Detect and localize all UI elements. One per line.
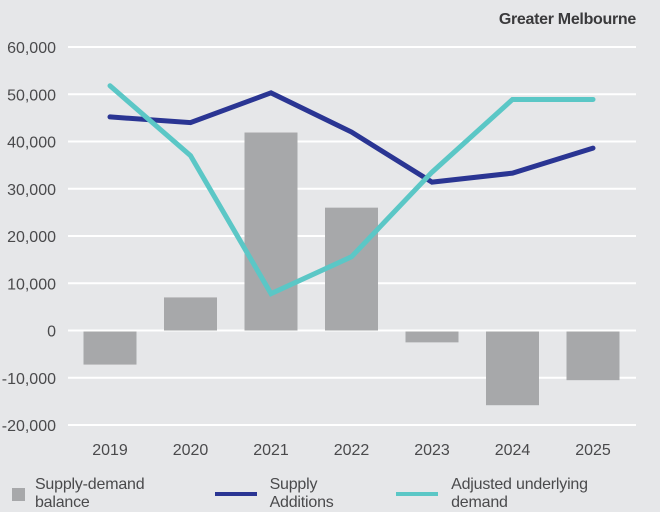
legend-item-supply-demand-balance: Supply-demand balance — [12, 476, 203, 512]
legend-label: Supply Additions — [270, 476, 385, 512]
y-tick-label: -10,000 — [2, 371, 56, 388]
y-tick-label: 50,000 — [7, 87, 56, 104]
bar-2025 — [567, 332, 620, 381]
y-tick-label: 0 — [47, 324, 56, 341]
bar-2020 — [164, 297, 217, 330]
chart-title: Greater Melbourne — [499, 11, 636, 29]
bar-2024 — [486, 332, 539, 406]
x-tick-label: 2020 — [173, 442, 209, 459]
line-supply-additions — [110, 93, 593, 182]
bar-2022 — [325, 208, 378, 331]
bar-2021 — [245, 133, 298, 331]
bar-2019 — [84, 332, 137, 365]
y-axis-ticks: 60,000 50,000 40,000 30,000 20,000 10,000 0 -10… — [2, 40, 56, 435]
legend-item-adjusted-underlying-demand: Adjusted underlying demand — [396, 476, 648, 512]
legend-label: Adjusted underlying demand — [451, 476, 648, 512]
y-tick-label: 20,000 — [7, 229, 56, 246]
legend: Supply-demand balance Supply Additions A… — [12, 476, 660, 512]
legend-swatch-bar — [12, 488, 25, 501]
x-tick-label: 2022 — [334, 442, 370, 459]
x-tick-label: 2024 — [495, 442, 531, 459]
x-tick-label: 2021 — [253, 442, 289, 459]
x-axis-ticks: 2019 2020 2021 2022 2023 2024 2025 — [92, 442, 611, 459]
x-tick-label: 2019 — [92, 442, 128, 459]
y-tick-label: 30,000 — [7, 182, 56, 199]
x-tick-label: 2025 — [575, 442, 611, 459]
y-tick-label: 40,000 — [7, 135, 56, 152]
y-tick-label: 10,000 — [7, 276, 56, 293]
y-tick-label: 60,000 — [7, 40, 56, 57]
legend-label: Supply-demand balance — [35, 476, 203, 512]
legend-swatch-line — [215, 492, 257, 496]
legend-swatch-line — [396, 492, 438, 496]
bar-series — [84, 133, 620, 406]
x-tick-label: 2023 — [414, 442, 450, 459]
legend-item-supply-additions: Supply Additions — [215, 476, 385, 512]
y-tick-label: -20,000 — [2, 418, 56, 435]
bar-2023 — [406, 332, 459, 343]
